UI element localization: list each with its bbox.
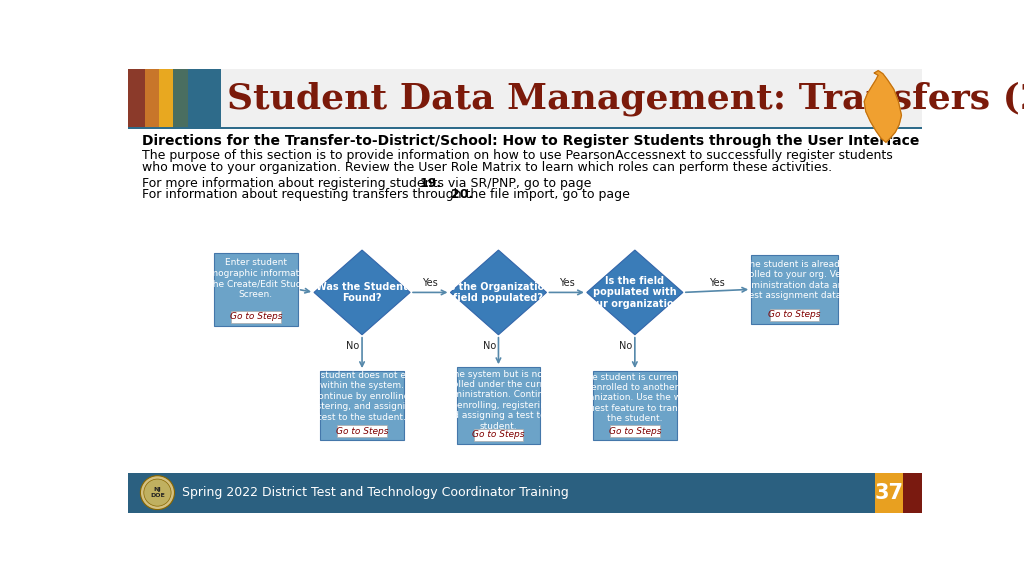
Text: 19.: 19. xyxy=(420,177,442,190)
Text: For information about requesting transfers through the file import, go to page: For information about requesting transfe… xyxy=(142,188,634,200)
Bar xyxy=(321,371,403,440)
Text: Go to Steps: Go to Steps xyxy=(768,310,821,319)
Polygon shape xyxy=(451,250,547,335)
Text: Go to Steps: Go to Steps xyxy=(229,312,283,321)
Text: Go to Steps: Go to Steps xyxy=(336,426,388,435)
Text: 37: 37 xyxy=(874,483,903,503)
Text: The student does not exist
within the system.
Continue by enrolling,
registering: The student does not exist within the sy… xyxy=(299,371,425,422)
Bar xyxy=(173,69,188,127)
Circle shape xyxy=(140,476,174,510)
Text: The student is already
enrolled to your org. Verify
administration data and
test: The student is already enrolled to your … xyxy=(733,260,855,300)
Bar xyxy=(474,429,523,441)
Text: Student Data Management: Transfers (2 of 4): Student Data Management: Transfers (2 of… xyxy=(227,81,1024,116)
Text: Go to Steps: Go to Steps xyxy=(472,430,524,439)
Text: Is the Organization
field populated?: Is the Organization field populated? xyxy=(445,282,551,303)
Circle shape xyxy=(143,479,171,506)
Bar xyxy=(337,425,387,437)
Polygon shape xyxy=(864,71,901,142)
Text: For more information about registering students via SR/PNP, go to page: For more information about registering s… xyxy=(142,177,595,190)
Text: who move to your organization. Review the User Role Matrix to learn which roles : who move to your organization. Review th… xyxy=(142,161,833,174)
Text: Spring 2022 District Test and Technology Coordinator Training: Spring 2022 District Test and Technology… xyxy=(182,486,569,499)
Text: Enter student
demographic information
on the Create/Edit Student
Screen.: Enter student demographic information on… xyxy=(196,259,316,299)
Bar xyxy=(128,127,922,129)
Text: NJ
DOE: NJ DOE xyxy=(151,487,165,498)
Bar xyxy=(128,69,145,127)
Text: Was the Student
Found?: Was the Student Found? xyxy=(316,282,408,303)
Bar xyxy=(610,425,659,437)
Bar xyxy=(214,253,298,326)
Bar xyxy=(231,310,281,323)
Text: The purpose of this section is to provide information on how to use PearsonAcces: The purpose of this section is to provid… xyxy=(142,149,893,162)
Bar xyxy=(903,472,922,513)
Bar xyxy=(128,472,922,513)
Text: No: No xyxy=(346,341,359,351)
Bar xyxy=(751,255,838,324)
Text: The student is currently
enrolled to another
organization. Use the work
request : The student is currently enrolled to ano… xyxy=(574,373,695,423)
Bar xyxy=(159,69,173,127)
Text: Directions for the Transfer-to-District/School: How to Register Students through: Directions for the Transfer-to-District/… xyxy=(142,134,920,148)
Bar xyxy=(876,472,903,513)
Bar xyxy=(145,69,159,127)
Text: Go to Steps: Go to Steps xyxy=(608,426,662,435)
Text: The student exists within
the system but is not
enrolled under the current
admin: The student exists within the system but… xyxy=(438,359,558,430)
Polygon shape xyxy=(587,250,683,335)
Text: No: No xyxy=(618,341,632,351)
Bar xyxy=(188,69,221,127)
Bar xyxy=(128,69,922,127)
Bar xyxy=(770,309,819,321)
Text: Yes: Yes xyxy=(710,278,725,288)
Bar xyxy=(593,371,677,440)
Text: Yes: Yes xyxy=(559,278,574,288)
Bar xyxy=(457,367,541,444)
Text: 20.: 20. xyxy=(452,188,473,200)
Text: Is the field
populated with
your organization?: Is the field populated with your organiz… xyxy=(584,276,686,309)
Text: Yes: Yes xyxy=(422,278,438,288)
Text: No: No xyxy=(482,341,496,351)
Polygon shape xyxy=(314,250,410,335)
